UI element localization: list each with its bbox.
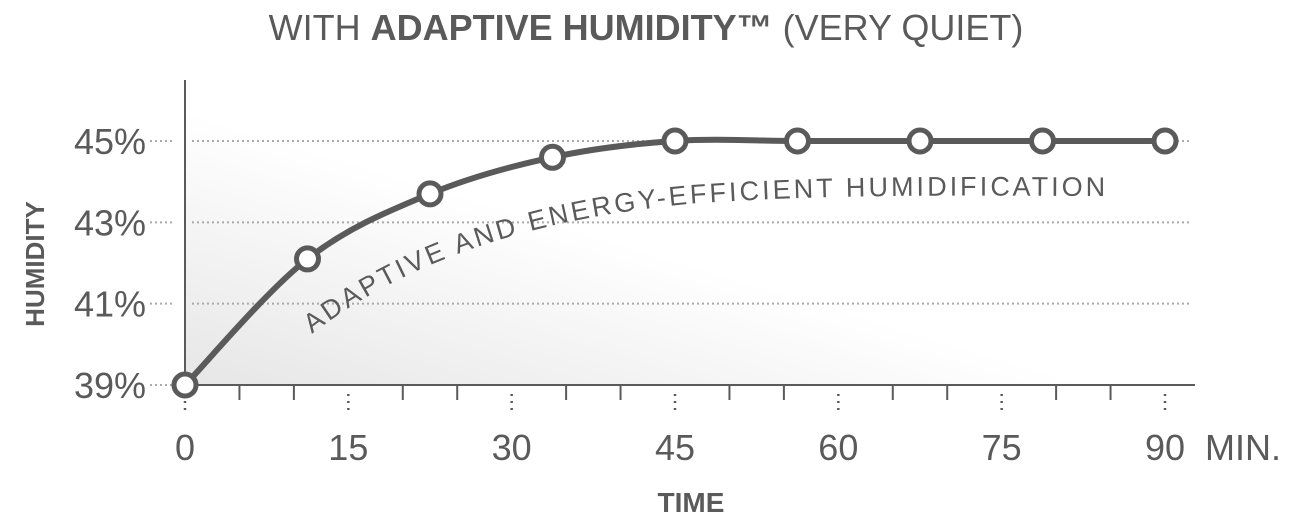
y-tick-label: 45% [74,121,146,162]
x-tick-label: 15 [328,427,368,468]
data-point [294,245,321,273]
data-point [906,127,934,155]
chart-title: WITH ADAPTIVE HUMIDITY™ (VERY QUIET) [269,7,1024,48]
x-tick-label: 75 [982,427,1022,468]
x-tick-label: 45 [655,427,695,468]
data-point [661,127,689,155]
y-tick-label: 43% [74,202,146,243]
data-point [1151,127,1179,155]
data-point [1029,127,1056,155]
data-point [171,371,199,399]
plot-background [185,80,1195,385]
y-tick-label: 39% [74,365,146,406]
data-point [416,180,444,208]
data-point [784,127,811,155]
y-tick-label: 41% [74,284,146,325]
x-tick-label: 90 [1145,427,1185,468]
x-tick-label: 30 [492,427,532,468]
y-axis-label: HUMIDITY [20,201,50,327]
x-unit-label: MIN. [1205,427,1281,468]
x-tick-label: 60 [818,427,858,468]
x-tick-label: 0 [175,427,195,468]
data-point [539,143,566,171]
x-axis-label: TIME [658,487,725,518]
